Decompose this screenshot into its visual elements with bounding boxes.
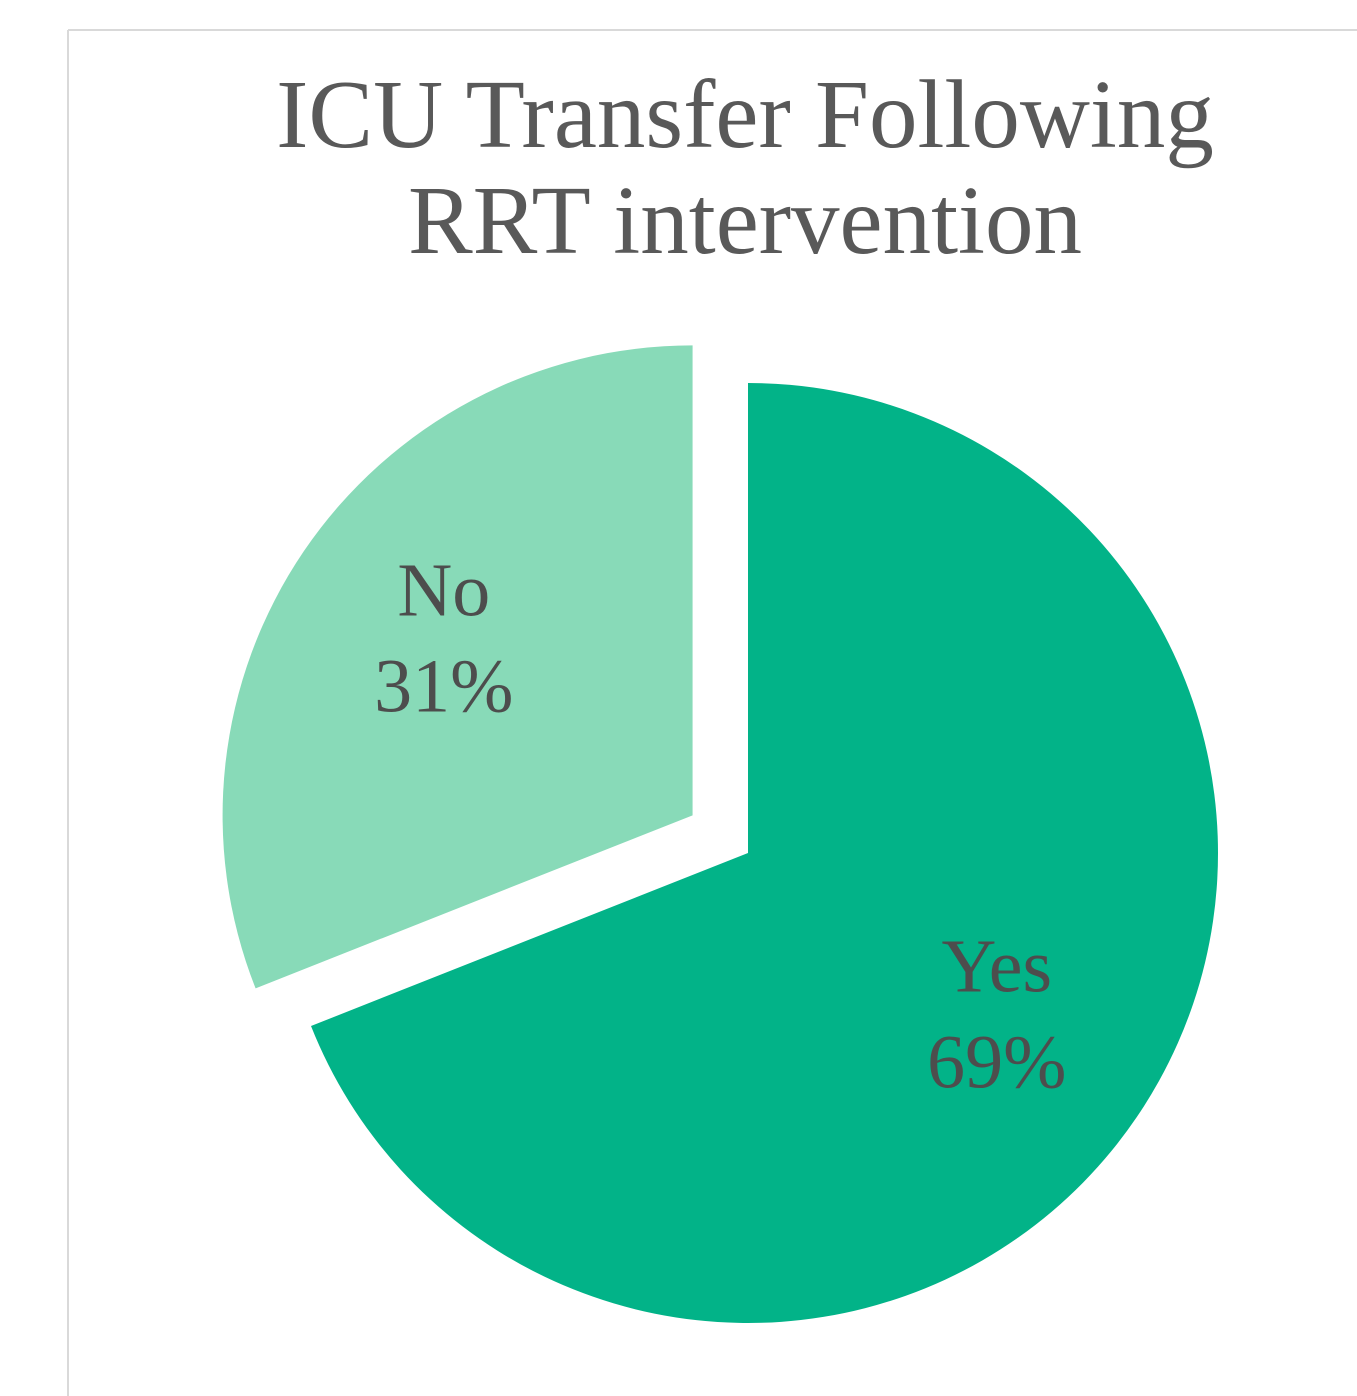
slice-value-label: 69% (927, 1021, 1066, 1105)
chart-title: ICU Transfer Following RRT intervention (276, 61, 1214, 274)
slice-value-label: 31% (374, 645, 513, 729)
pie-slice (222, 345, 693, 989)
slice-category-label: Yes (941, 925, 1052, 1009)
slice-category-label: No (397, 549, 490, 633)
pie-slice (311, 383, 1218, 1323)
